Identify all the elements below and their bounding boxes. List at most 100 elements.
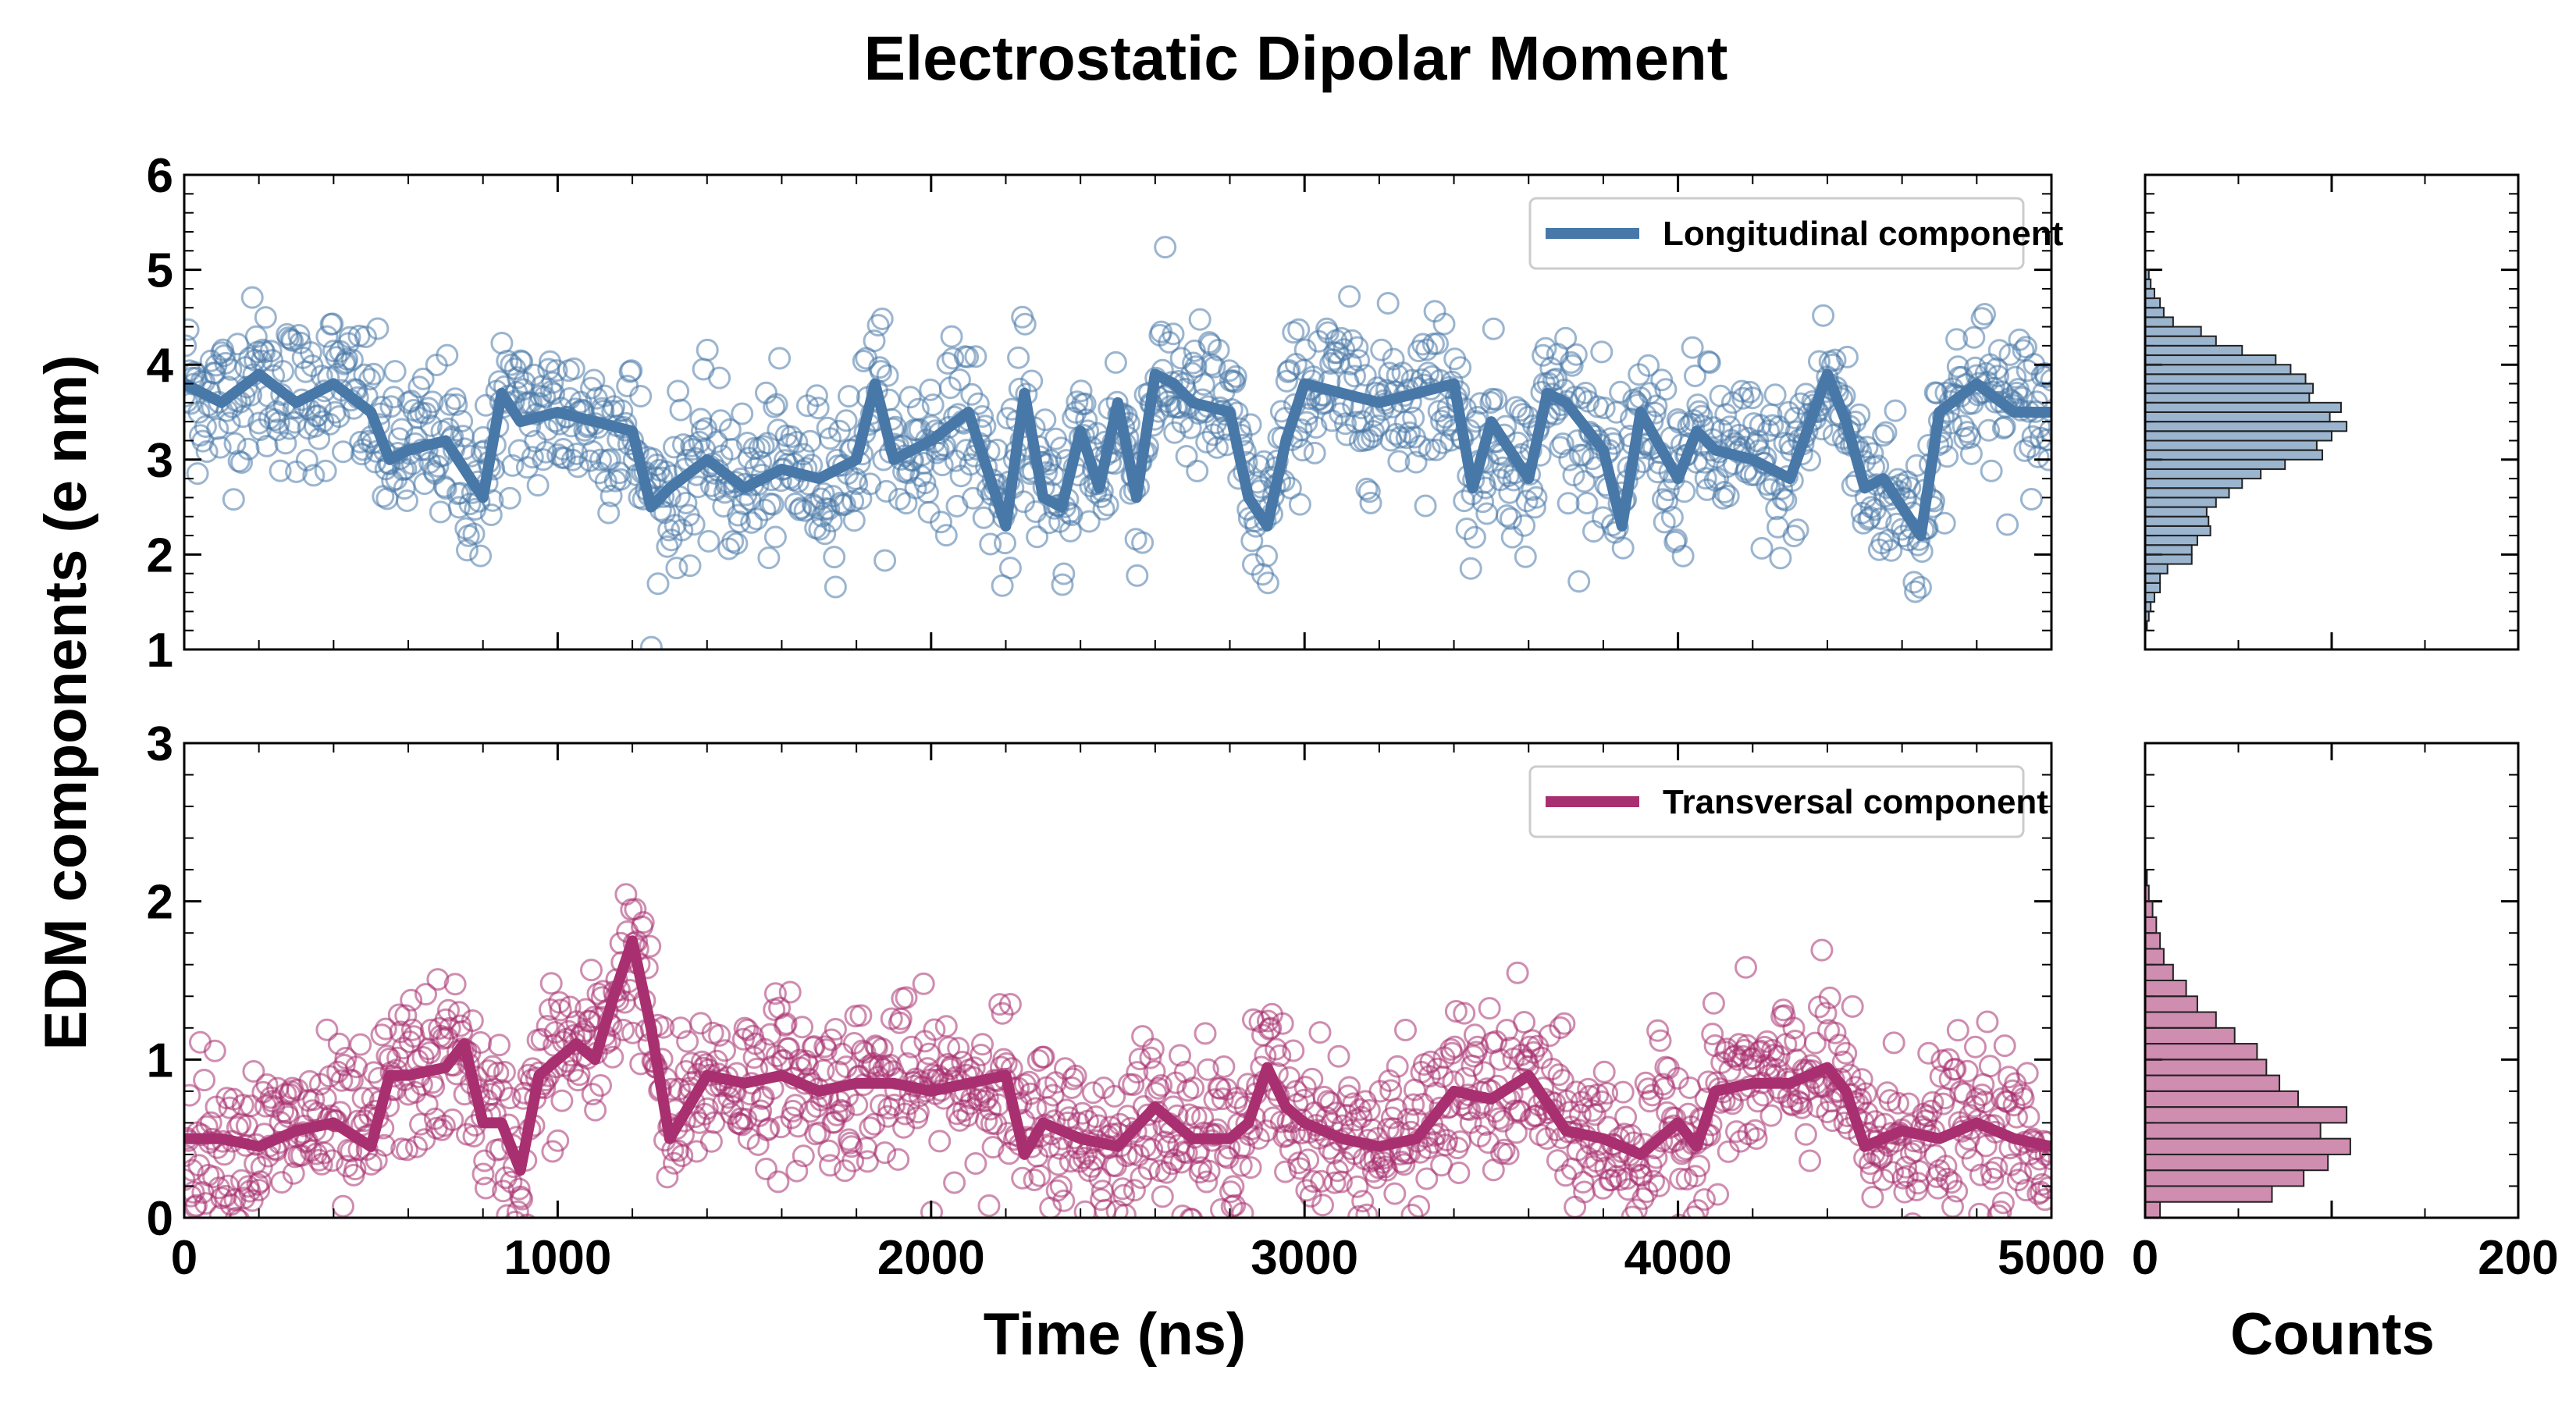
data-point xyxy=(522,363,546,386)
data-point xyxy=(1551,432,1574,455)
data-point xyxy=(338,326,361,349)
data-point xyxy=(409,1112,432,1136)
data-point xyxy=(913,471,937,495)
data-point xyxy=(1122,1073,1145,1096)
data-point xyxy=(387,1003,411,1027)
data-point xyxy=(832,1100,856,1123)
data-point xyxy=(757,1117,781,1140)
data-point xyxy=(184,334,197,358)
data-point xyxy=(1255,544,1279,568)
data-point xyxy=(819,1154,841,1177)
data-point xyxy=(667,379,690,403)
data-point xyxy=(1188,308,1212,331)
data-point xyxy=(761,493,785,516)
data-point xyxy=(1558,448,1582,471)
data-point xyxy=(549,998,572,1022)
data-point xyxy=(1745,1127,1768,1150)
data-point xyxy=(1978,1055,2001,1078)
data-point xyxy=(225,1207,248,1218)
data-point xyxy=(1513,1011,1536,1034)
data-point xyxy=(394,1004,418,1027)
data-point xyxy=(359,1153,382,1176)
data-point xyxy=(1933,511,1956,535)
data-point xyxy=(1311,1194,1334,1217)
data-point xyxy=(253,340,276,364)
data-point xyxy=(299,341,322,365)
data-point xyxy=(1113,1203,1137,1218)
data-point xyxy=(1869,507,1892,530)
data-point xyxy=(437,998,460,1022)
data-point xyxy=(1841,994,1864,1018)
data-point xyxy=(1026,1049,1050,1072)
data-point xyxy=(340,1069,364,1092)
data-point xyxy=(1592,397,1616,420)
data-point xyxy=(1092,497,1115,521)
data-point xyxy=(1182,351,1205,375)
y-tick-label: 5 xyxy=(147,244,173,298)
data-point xyxy=(1521,1029,1544,1052)
data-point xyxy=(975,1108,998,1132)
data-point xyxy=(1504,1121,1528,1144)
data-point xyxy=(1909,575,1932,599)
data-point xyxy=(612,1019,635,1041)
x-tick-label: 2000 xyxy=(877,1231,985,1285)
data-point xyxy=(295,449,318,471)
data-point xyxy=(1710,1051,1734,1074)
data-point xyxy=(1417,361,1439,385)
data-point xyxy=(874,479,898,503)
data-point xyxy=(1271,1012,1294,1035)
data-point xyxy=(1934,1155,1958,1178)
data-point xyxy=(1500,525,1524,549)
data-point xyxy=(582,368,606,392)
data-point xyxy=(1482,317,1505,340)
data-point xyxy=(1288,493,1311,516)
histogram-bar xyxy=(2144,335,2217,347)
data-point xyxy=(868,1054,891,1077)
data-point xyxy=(212,344,236,368)
y-tick-label: 2 xyxy=(147,528,173,582)
data-point xyxy=(458,493,482,516)
data-point xyxy=(945,494,969,518)
data-point xyxy=(696,1097,719,1120)
data-point xyxy=(841,1149,865,1172)
data-point xyxy=(379,395,403,418)
data-point xyxy=(1694,467,1717,490)
y-tick-label: 6 xyxy=(147,149,173,203)
data-point xyxy=(506,366,529,390)
data-point xyxy=(330,1069,354,1092)
data-point xyxy=(240,1094,262,1118)
data-point xyxy=(1355,1203,1379,1218)
data-point xyxy=(852,350,875,372)
data-point xyxy=(708,1023,731,1047)
data-point xyxy=(1376,292,1400,315)
data-point xyxy=(545,359,568,382)
data-point xyxy=(1151,1185,1174,1208)
data-point xyxy=(1259,1016,1283,1040)
data-point xyxy=(1105,1200,1129,1218)
y-tick-label: 4 xyxy=(147,339,174,393)
plots: 1 2 3 4 5 6 Longitudinal component 0 1 2 3 0 1000 200… xyxy=(147,149,2559,1285)
data-point xyxy=(1222,369,1245,393)
data-point xyxy=(426,968,450,991)
data-point xyxy=(1786,518,1809,542)
data-point xyxy=(1013,312,1037,336)
data-point xyxy=(1568,1103,1592,1126)
data-point xyxy=(1059,519,1082,543)
data-point xyxy=(1169,1044,1191,1067)
data-point xyxy=(313,1141,336,1165)
data-point xyxy=(792,1144,815,1168)
data-point xyxy=(1571,443,1595,467)
data-point xyxy=(876,1105,899,1128)
histogram-bar xyxy=(2144,1011,2217,1029)
data-point xyxy=(838,385,860,408)
data-point xyxy=(265,400,288,423)
data-point xyxy=(824,575,847,599)
data-point xyxy=(1359,491,1382,514)
data-point xyxy=(1060,1076,1083,1099)
data-point xyxy=(1186,459,1209,482)
running-average-line-transversal xyxy=(184,935,2051,1176)
data-point xyxy=(195,440,219,463)
data-point xyxy=(1996,513,2019,536)
data-point xyxy=(496,349,519,372)
data-point xyxy=(383,360,407,383)
